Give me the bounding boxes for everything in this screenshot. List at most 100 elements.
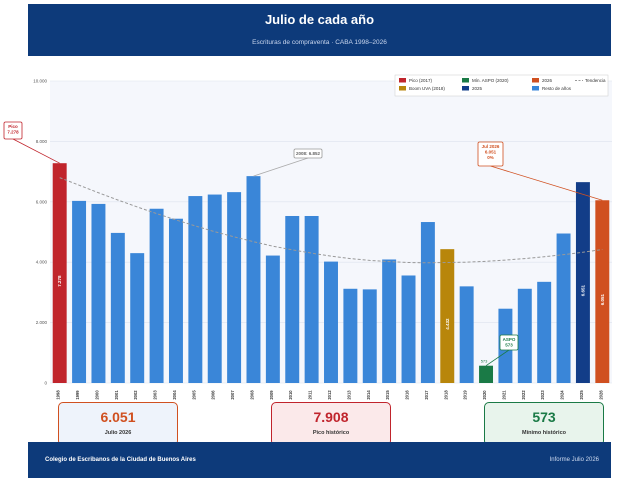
y-tick-label: 10.000 xyxy=(33,79,47,84)
legend-swatch xyxy=(532,86,539,91)
x-tick-label: 2021 xyxy=(501,390,506,400)
bar-value-label-small: 573 xyxy=(481,359,488,364)
bar-2001 xyxy=(110,232,125,383)
x-tick-label: 2003 xyxy=(153,390,158,400)
bar-2013 xyxy=(343,288,358,383)
x-tick-label: 2015 xyxy=(385,390,390,400)
bar-value-label: 7.278 xyxy=(57,275,62,287)
legend-label: Pico (2017) xyxy=(409,78,433,83)
bar-2000 xyxy=(91,203,106,383)
x-tick-label: 2012 xyxy=(327,390,332,400)
bar-2005 xyxy=(188,196,203,383)
x-tick-label: 2026 xyxy=(598,390,603,400)
annotation-arrow-pico xyxy=(12,138,60,164)
bar-2017 xyxy=(420,222,435,383)
page-title: Julio de cada año xyxy=(264,12,375,27)
card-pico: 7.908 Pico histórico xyxy=(271,402,391,446)
x-tick-label: 2016 xyxy=(405,390,410,400)
legend-label: Mín. ASPO (2020) xyxy=(472,78,509,83)
annotation-text-y2008: 2008: 6.852 xyxy=(296,151,321,156)
x-tick-label: 2001 xyxy=(114,390,119,400)
card-julio: 6.051 Julio 2026 xyxy=(58,402,178,446)
bar-2025 xyxy=(575,182,590,383)
legend-label: Boom UVA (2018) xyxy=(409,86,445,91)
bar-2015 xyxy=(382,259,397,383)
annotation-arrow-y2008 xyxy=(253,157,309,177)
bar-1998 xyxy=(52,163,67,383)
annotation-text-pico: 7.278 xyxy=(7,130,19,135)
x-tick-label: 2013 xyxy=(346,390,351,400)
x-tick-label: 2002 xyxy=(133,390,138,400)
x-tick-label: 2009 xyxy=(269,390,274,400)
card-pico-value: 7.908 xyxy=(313,409,349,425)
annotation-box-jul2026 xyxy=(477,141,504,167)
annotation-box-y2008 xyxy=(293,148,323,159)
bar-value-label: 4.432 xyxy=(445,318,450,330)
legend-swatch xyxy=(532,78,539,83)
annotation-arrow-jul2026 xyxy=(490,165,603,201)
legend-label: Tendencia xyxy=(585,78,606,83)
bar-value-label: 6.651 xyxy=(580,284,585,296)
annotation-text-jul2026: 6.051 xyxy=(485,150,497,155)
x-tick-label: 2008 xyxy=(249,390,254,400)
card-minimo: 573 Mínimo histórico xyxy=(484,402,604,446)
x-tick-label: 2007 xyxy=(230,390,235,400)
x-tick-label: 2011 xyxy=(308,390,313,400)
card-julio-label: Julio 2026 xyxy=(104,430,132,436)
bar-2003 xyxy=(149,208,164,383)
annotation-arrow-aspo xyxy=(485,349,510,367)
y-tick-label: 6.000 xyxy=(36,199,48,204)
bar-2002 xyxy=(130,253,145,383)
bar-2016 xyxy=(401,275,416,383)
x-tick-label: 2017 xyxy=(424,390,429,400)
x-tick-label: 1999 xyxy=(75,390,80,400)
bar-2022 xyxy=(517,288,532,383)
y-tick-label: 2.000 xyxy=(36,320,48,325)
bar-2010 xyxy=(285,215,300,383)
annotation-text-jul2026: Jul 2026 xyxy=(482,144,500,149)
legend-label: 2026 xyxy=(542,78,553,83)
annotation-box-aspo xyxy=(499,334,519,351)
x-tick-label: 2023 xyxy=(540,390,545,400)
bar-2009 xyxy=(265,255,280,383)
annotation-box-pico xyxy=(3,121,23,140)
bar-2024 xyxy=(556,233,571,383)
annotation-text-aspo: ASPO xyxy=(503,337,516,342)
bar-2011 xyxy=(304,215,319,383)
bar-2026 xyxy=(595,200,610,383)
bar-2008 xyxy=(246,176,261,383)
bar-2012 xyxy=(324,261,338,383)
x-tick-label: 2005 xyxy=(191,390,196,400)
x-tick-label: 2004 xyxy=(172,390,177,400)
x-tick-label: 2014 xyxy=(366,390,371,400)
bar-2004 xyxy=(168,218,183,383)
x-tick-label: 2000 xyxy=(94,390,99,400)
bar-2018 xyxy=(440,249,455,383)
bar-value-label: 6.051 xyxy=(600,294,605,306)
x-tick-label: 2024 xyxy=(560,390,565,400)
legend-label: Resto de años xyxy=(542,86,572,91)
bar-2019 xyxy=(459,286,474,383)
card-pico-label: Pico histórico xyxy=(312,430,350,436)
y-tick-label: 0 xyxy=(44,381,47,386)
bar-2007 xyxy=(227,192,242,383)
header-banner: Julio de cada año Escrituras de comprave… xyxy=(28,4,611,56)
legend-label: 2025 xyxy=(472,86,483,91)
bar-chart: 0 2.000 4.000 6.000 8.000 10.000 1998 1999 2000 2… xyxy=(3,70,612,400)
legend-swatch xyxy=(399,86,406,91)
card-julio-value: 6.051 xyxy=(100,409,136,425)
page-subtitle: Escrituras de compraventa · CABA 1998–20… xyxy=(252,39,387,46)
x-tick-label: 2020 xyxy=(482,390,487,400)
annotation-text-pico: Pico xyxy=(8,124,18,129)
footer-report: Informe Julio 2026 xyxy=(549,457,599,463)
legend-box xyxy=(394,74,609,97)
x-tick-label: 1998 xyxy=(56,390,61,400)
bar-2023 xyxy=(537,281,552,383)
legend-swatch xyxy=(399,78,406,83)
card-minimo-label: Mínimo histórico xyxy=(522,430,566,436)
annotation-text-jul2026: 0% xyxy=(487,155,494,160)
y-tick-label: 8.000 xyxy=(36,139,48,144)
legend-swatch xyxy=(462,78,469,83)
annotation-text-aspo: 573 xyxy=(505,343,513,348)
